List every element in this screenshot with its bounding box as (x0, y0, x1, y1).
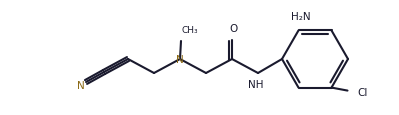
Text: O: O (229, 24, 237, 34)
Text: H₂N: H₂N (291, 12, 310, 22)
Text: CH₃: CH₃ (182, 26, 199, 35)
Text: Cl: Cl (358, 87, 368, 97)
Text: N: N (176, 55, 184, 64)
Text: NH: NH (248, 79, 264, 89)
Text: N: N (77, 80, 85, 90)
